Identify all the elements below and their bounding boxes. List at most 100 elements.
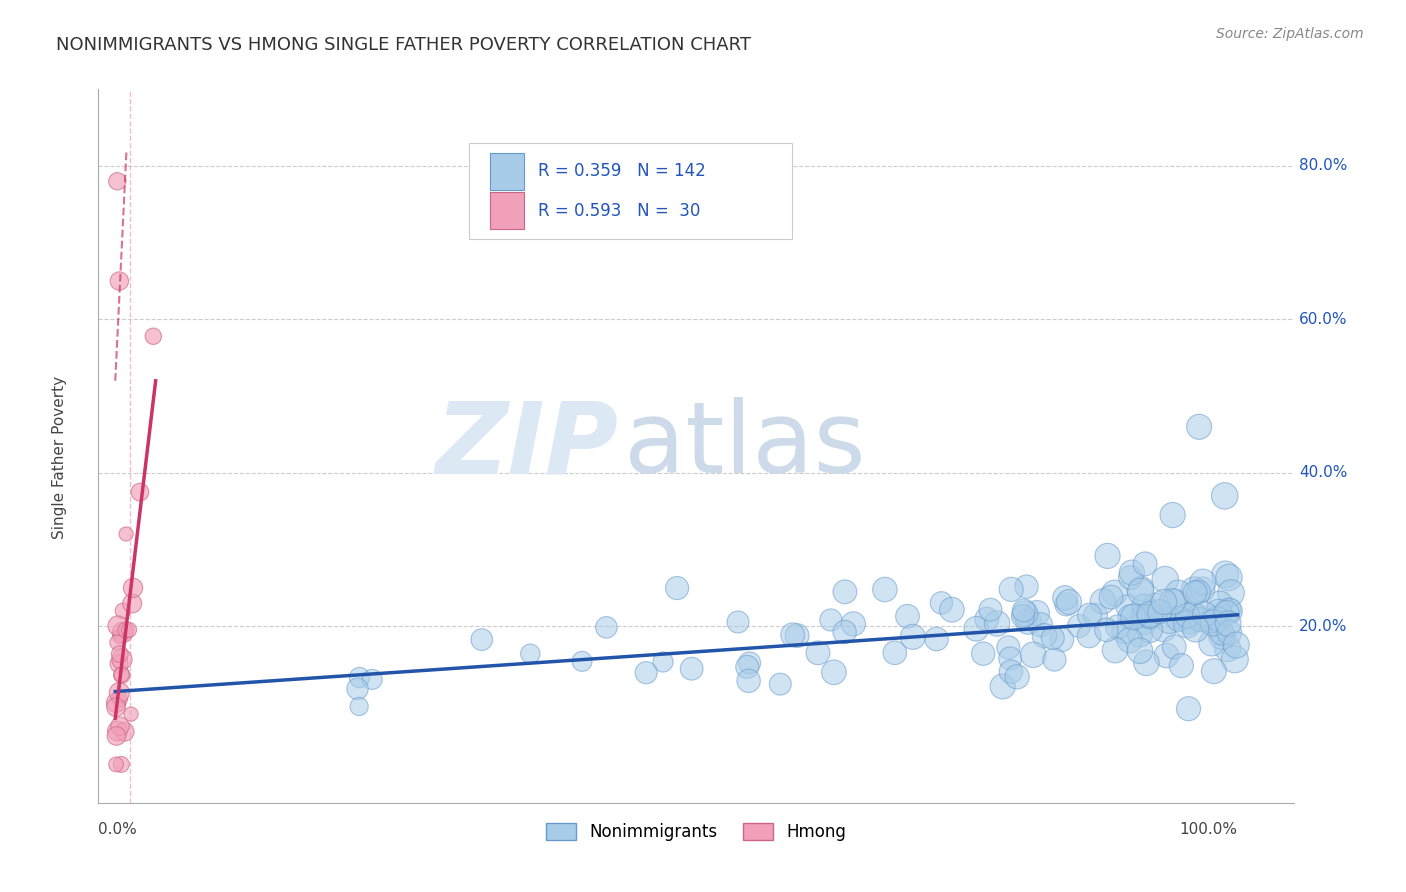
Point [1057, 595, 1080, 609]
Text: 0.0%: 0.0% [98, 822, 138, 837]
Point [1175, 617, 1198, 632]
Point [1078, 629, 1101, 643]
Point [107, 619, 129, 633]
Point [1078, 608, 1101, 623]
Text: R = 0.359   N = 142: R = 0.359 N = 142 [538, 162, 706, 180]
Point [941, 603, 963, 617]
Point [115, 527, 138, 541]
Point [1135, 656, 1157, 670]
Point [1043, 652, 1066, 666]
Point [105, 174, 128, 188]
Point [1069, 619, 1091, 633]
Point [1012, 603, 1035, 617]
Point [769, 677, 792, 691]
Point [1194, 607, 1216, 621]
Point [1202, 664, 1225, 678]
Point [105, 635, 128, 649]
Text: R = 0.593   N =  30: R = 0.593 N = 30 [538, 202, 700, 219]
Point [1000, 582, 1022, 597]
Point [107, 724, 129, 739]
Point [807, 646, 830, 660]
Point [1053, 591, 1076, 605]
Point [1014, 607, 1036, 621]
Point [1154, 573, 1177, 587]
Point [883, 646, 905, 660]
Point [1119, 633, 1142, 648]
Point [738, 656, 761, 670]
Point [735, 660, 758, 674]
Point [965, 622, 987, 636]
Point [1133, 599, 1156, 614]
Point [111, 625, 134, 640]
Point [931, 596, 953, 610]
Point [997, 640, 1019, 655]
Point [471, 632, 494, 647]
Point [1219, 604, 1241, 618]
Point [1202, 615, 1225, 630]
Point [1177, 701, 1199, 715]
Point [115, 623, 138, 637]
Point [1050, 632, 1073, 647]
Point [1205, 611, 1227, 625]
Text: 100.0%: 100.0% [1180, 822, 1237, 837]
Point [1107, 620, 1129, 634]
Point [1187, 585, 1209, 599]
Point [1184, 585, 1206, 599]
Point [1208, 606, 1230, 620]
Bar [491, 192, 524, 229]
Point [1042, 631, 1064, 645]
Point [1159, 613, 1181, 627]
Point [108, 691, 131, 706]
Point [105, 757, 128, 772]
Point [1216, 641, 1239, 656]
Point [1163, 594, 1185, 608]
Point [1205, 614, 1227, 628]
Point [1130, 582, 1153, 596]
Point [595, 620, 617, 634]
Point [979, 603, 1001, 617]
Point [1119, 570, 1142, 584]
Point [1189, 613, 1212, 627]
Point [1161, 508, 1184, 522]
Point [1084, 608, 1107, 623]
Point [1218, 625, 1240, 640]
Point [1191, 582, 1213, 597]
Point [896, 609, 918, 624]
Point [108, 274, 131, 288]
Point [1005, 670, 1028, 684]
Point [1054, 598, 1077, 612]
Point [1201, 636, 1223, 650]
Point [1198, 615, 1220, 629]
Point [1122, 610, 1144, 624]
Point [1220, 586, 1243, 600]
Bar [491, 153, 524, 190]
Text: 20.0%: 20.0% [1299, 619, 1347, 634]
Point [842, 616, 865, 631]
Point [991, 680, 1014, 694]
Text: 40.0%: 40.0% [1299, 466, 1347, 481]
Point [1211, 625, 1233, 640]
Point [652, 655, 675, 669]
Point [108, 657, 131, 671]
Point [110, 667, 132, 681]
Point [1139, 609, 1161, 624]
Point [129, 485, 152, 500]
Point [1119, 610, 1142, 624]
Point [361, 673, 384, 687]
Point [1095, 623, 1118, 637]
Point [347, 699, 370, 714]
Text: atlas: atlas [624, 398, 866, 494]
Point [122, 581, 145, 595]
Point [105, 696, 128, 710]
Point [636, 665, 658, 680]
Point [1152, 622, 1174, 636]
Point [901, 630, 924, 644]
Point [873, 582, 896, 597]
Point [1184, 622, 1206, 636]
Point [1171, 609, 1194, 624]
Point [1170, 658, 1192, 673]
Point [1139, 623, 1161, 637]
Point [1121, 566, 1143, 580]
Point [121, 596, 143, 610]
FancyBboxPatch shape [470, 143, 792, 239]
